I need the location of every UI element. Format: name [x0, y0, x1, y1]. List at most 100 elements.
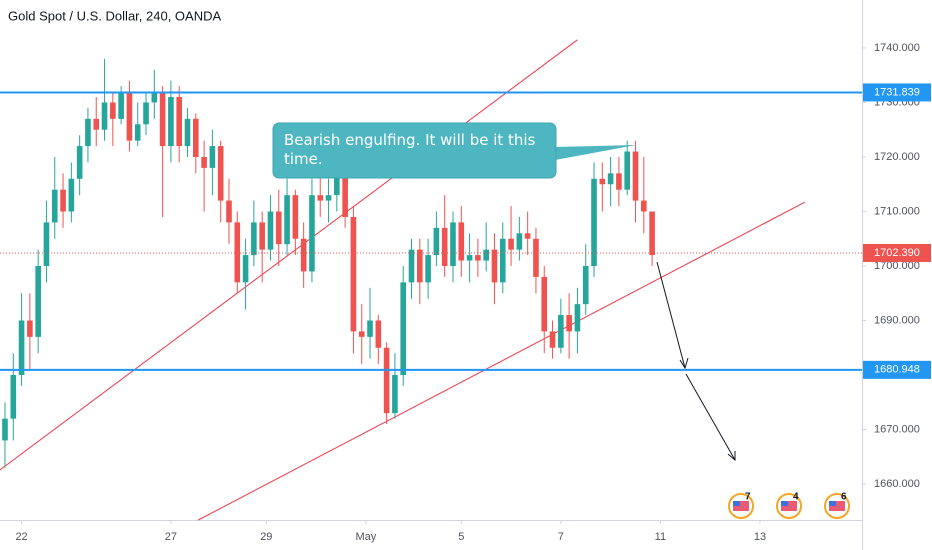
level-label-box	[863, 360, 931, 379]
x-tick-label: 7	[558, 531, 564, 543]
badge-flag	[733, 501, 749, 511]
candle-body	[475, 255, 481, 261]
candle-body	[168, 97, 174, 147]
candle-body	[60, 189, 66, 212]
level-label: 1680.948	[874, 364, 920, 376]
candle-body	[110, 102, 116, 119]
candle-body	[566, 315, 572, 332]
candle-body	[607, 173, 614, 185]
y-tick-label: 1690.000	[874, 314, 920, 326]
arrows	[656, 261, 736, 462]
x-tick-label: 22	[15, 531, 27, 543]
candle-body	[549, 331, 556, 348]
candle-body	[10, 375, 17, 419]
candle-body	[582, 265, 589, 305]
candle-body	[458, 222, 465, 261]
arrow	[685, 373, 736, 461]
badge-flag-canton	[829, 501, 836, 506]
arrow-head	[679, 357, 689, 370]
candle-body	[599, 178, 606, 185]
y-tick-label: 1670.000	[874, 423, 920, 435]
y-tick-label: 1710.000	[874, 205, 920, 217]
badge: 6	[824, 492, 850, 519]
candle-body	[533, 238, 539, 277]
candle-body	[524, 233, 531, 239]
candle-body	[508, 238, 514, 250]
price-label-box	[863, 243, 931, 262]
y-tick-label: 1660.000	[874, 478, 920, 490]
candle-body	[483, 249, 489, 261]
candle-body	[516, 233, 523, 250]
candle-body	[234, 222, 241, 283]
candle-body	[317, 195, 324, 201]
candle-body	[392, 375, 398, 414]
candle-body	[159, 91, 166, 147]
candle-body	[574, 304, 581, 332]
candle-body	[591, 178, 597, 266]
x-tick-label: 13	[754, 531, 766, 543]
candle-body	[51, 189, 58, 223]
y-tick-label: 1740.000	[874, 42, 920, 54]
candle-body	[632, 151, 639, 201]
x-tick-label: May	[355, 531, 376, 543]
badge-flag-canton	[733, 501, 740, 506]
x-tick-label: 11	[655, 531, 666, 543]
badge: 7	[728, 492, 754, 519]
candle-body	[176, 97, 183, 147]
candle-body	[649, 211, 655, 256]
candle-body	[251, 222, 257, 256]
candle-body	[334, 167, 340, 196]
x-tick-label: 27	[165, 531, 177, 543]
candle-body	[433, 227, 440, 256]
annotation: Bearish engulfing. It will be it this ti…	[284, 131, 536, 168]
candle-body	[93, 118, 100, 130]
candle-body	[143, 102, 149, 125]
x-tick-label: 5	[458, 531, 464, 543]
candle-body	[85, 118, 91, 147]
candle-body	[400, 282, 407, 376]
trendline	[198, 201, 805, 521]
badge-flag	[781, 501, 797, 511]
candle-body	[641, 200, 647, 212]
y-tick-label: 1720.000	[874, 151, 920, 163]
candle-body	[416, 249, 423, 283]
candle-body	[76, 146, 83, 179]
x-tick-label: 29	[260, 531, 272, 543]
candle-body	[466, 255, 473, 261]
level-label-box	[863, 83, 931, 102]
level-label: 1731.839	[874, 86, 920, 98]
candle-body	[616, 173, 622, 190]
axes: 1660.0001670.0001680.0001690.0001700.000…	[15, 42, 931, 543]
badge-flag-canton	[781, 501, 788, 506]
callout-pointer	[555, 145, 636, 160]
candle-body	[27, 320, 33, 337]
candle-body	[151, 91, 158, 103]
candle-body	[408, 249, 415, 283]
candle-body	[126, 91, 133, 141]
candle-body	[209, 146, 216, 168]
candle-body	[350, 216, 357, 332]
candle-body	[300, 238, 307, 272]
candle-body	[201, 156, 207, 168]
price-label: 1702.390	[874, 247, 920, 259]
candle-body	[325, 195, 332, 201]
candle-body	[284, 195, 290, 245]
candle-body	[267, 211, 274, 250]
candle-body	[375, 320, 382, 348]
y-tick-label: 1700.000	[874, 260, 920, 272]
badge-flag	[829, 501, 845, 511]
candle-body	[624, 151, 631, 190]
badge-count: 7	[745, 492, 751, 503]
candle-body	[450, 222, 456, 266]
candle-body	[184, 118, 191, 147]
badge-count: 4	[793, 492, 799, 503]
candle-body	[43, 222, 50, 266]
callout-box	[272, 122, 557, 179]
candle-body	[134, 124, 141, 141]
candle-body	[275, 211, 282, 245]
candle-body	[558, 315, 564, 348]
candle-body	[192, 118, 199, 157]
